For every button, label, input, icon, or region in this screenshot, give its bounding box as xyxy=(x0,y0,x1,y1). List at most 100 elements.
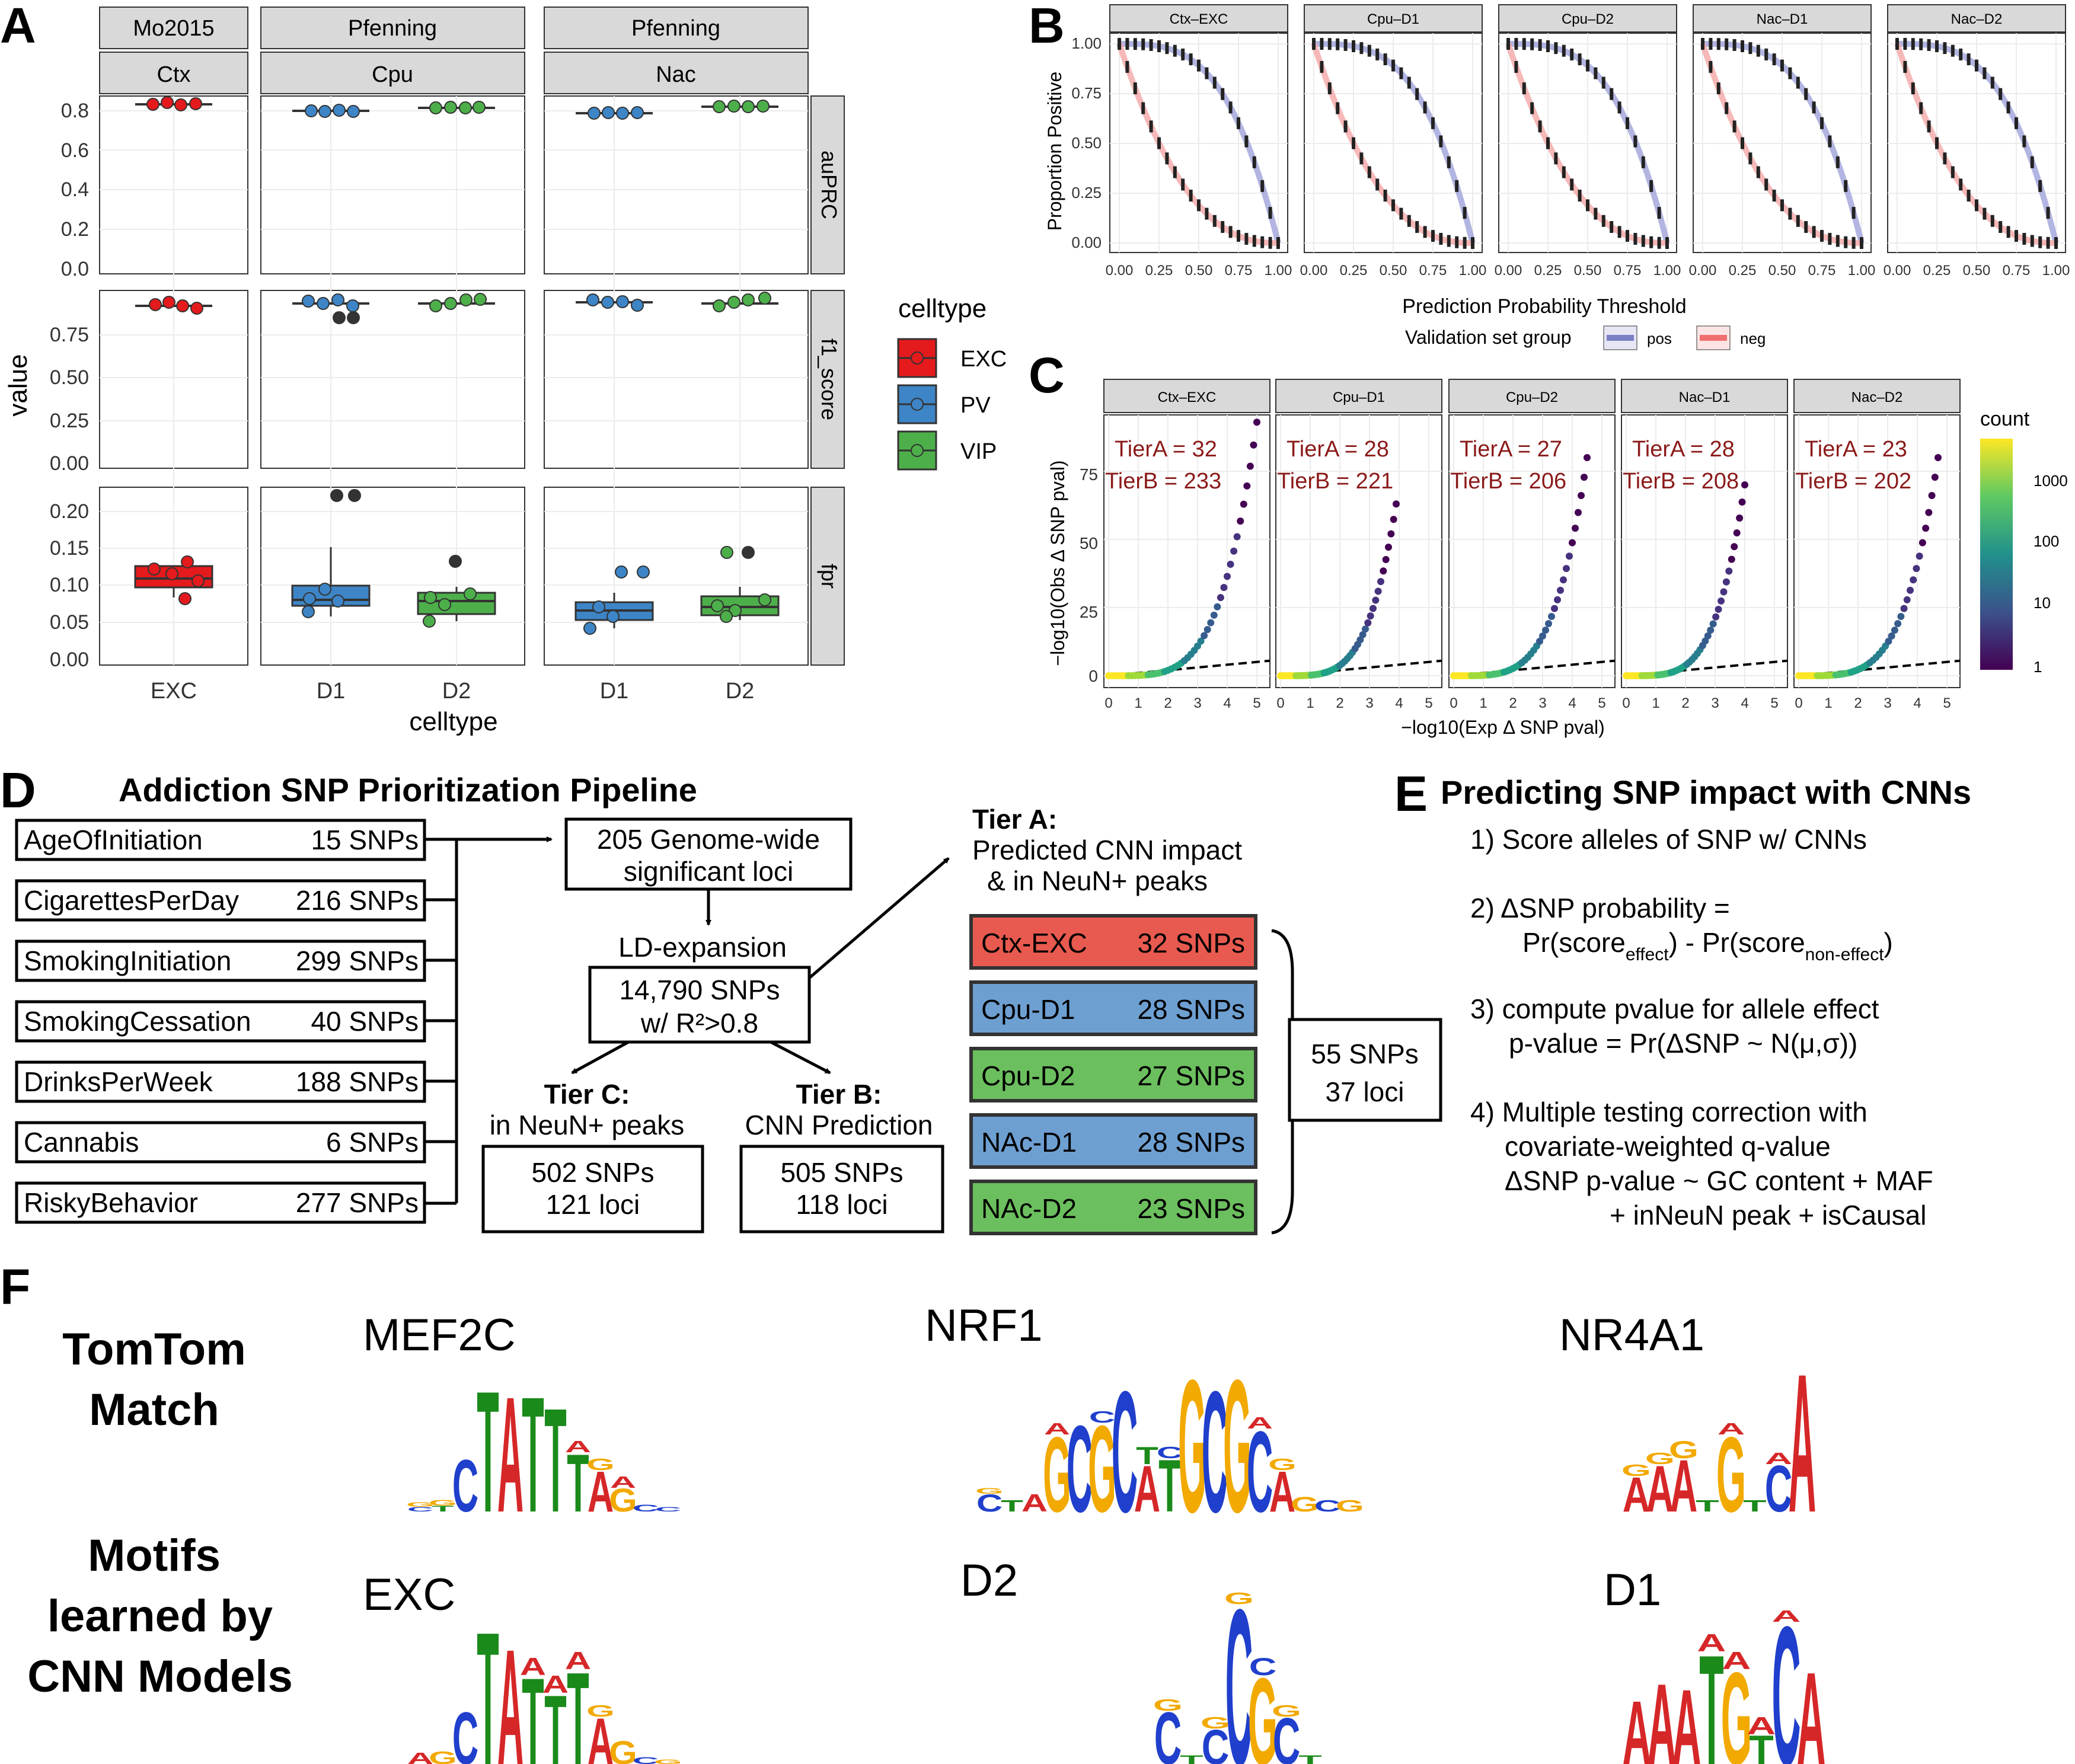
ytick: 0.25 xyxy=(1071,184,1102,202)
strip-fpr: fpr xyxy=(817,564,841,589)
trait-box xyxy=(15,939,426,982)
logo-letter-C: C xyxy=(1249,1653,1277,1680)
logo-letter-C: C xyxy=(1154,1698,1182,1764)
logo-letter-G: G xyxy=(1088,1399,1116,1538)
step-3a: 3) compute pvalue for allele effect xyxy=(1470,993,1879,1024)
xtick: 1.00 xyxy=(1653,263,1681,279)
xtick: 0.25 xyxy=(1729,263,1757,279)
logo-letter-T: T xyxy=(567,1437,589,1529)
xtick: 1 xyxy=(1306,695,1314,711)
qq-point xyxy=(1903,596,1911,603)
xtick: 5 xyxy=(1598,695,1605,711)
qq-point xyxy=(1728,555,1735,563)
logo-letter-G: G xyxy=(1291,1493,1319,1516)
qq-point xyxy=(1907,586,1914,594)
legend-title: celltype xyxy=(898,294,987,323)
step-4b: covariate-weighted q-value xyxy=(1505,1131,1831,1162)
qq-point xyxy=(1551,605,1558,612)
legend-title: Validation set group xyxy=(1405,327,1571,348)
ytick: 0.15 xyxy=(50,537,89,560)
panel-c-ylabel: −log10(Obs Δ SNP pval) xyxy=(1047,460,1068,666)
tierb-title: Tier B: xyxy=(796,1079,882,1110)
logo-letter-T: T xyxy=(1699,1623,1723,1764)
logo-letter-A: A xyxy=(1269,1460,1295,1525)
logo-letter-A: A xyxy=(1772,1607,1801,1625)
qq-point xyxy=(1916,552,1923,560)
step-1: 1) Score alleles of SNP w/ CNNs xyxy=(1470,824,1867,855)
tiera-snps: 28 SNPs xyxy=(1137,1127,1245,1158)
qq-point xyxy=(1387,530,1395,538)
strip-b xyxy=(1304,4,1483,33)
panel-b-label: B xyxy=(1029,0,1065,53)
qq-point xyxy=(1910,576,1917,584)
logo-letter-C: C xyxy=(407,1506,433,1513)
panel-a-row-strips: auPRC f1_score fpr xyxy=(810,95,845,666)
qq-point xyxy=(1578,491,1585,499)
qq-point xyxy=(1888,632,1895,640)
logo-letter-C: C xyxy=(1112,1355,1138,1549)
qq-point xyxy=(1731,543,1738,551)
tiera-desc-2: & in NeuN+ peaks xyxy=(987,865,1208,896)
logo-letter-A: A xyxy=(1797,1644,1826,1764)
logo-letter-A: A xyxy=(1722,1647,1751,1674)
qq-point xyxy=(1707,627,1715,634)
ytick: 0.0 xyxy=(61,258,89,280)
logo-letter-A: A xyxy=(1044,1420,1070,1438)
trait-list: AgeOfInitiation 15 SNPs CigarettesPerDay 21… xyxy=(15,819,426,1224)
ytick: 0.25 xyxy=(50,410,89,432)
qq-point xyxy=(1897,612,1905,620)
tiera-count: TierA = 28 xyxy=(1286,437,1389,462)
logo-letter-A: A xyxy=(588,1705,614,1764)
logo-letter-T: T xyxy=(1749,1727,1773,1764)
logo-letter-A: A xyxy=(1247,1414,1273,1432)
xtick: 0.75 xyxy=(1225,263,1253,279)
qq-point xyxy=(1536,637,1543,645)
qq-point xyxy=(1214,603,1221,611)
ytick: 0.75 xyxy=(50,324,89,346)
xtick: 2 xyxy=(1509,695,1517,711)
xtick: 0 xyxy=(1276,695,1284,711)
qq-point xyxy=(1913,565,1920,573)
row1-label-1: TomTom xyxy=(62,1324,246,1375)
ytick: 0.05 xyxy=(50,611,89,634)
qq-point xyxy=(1900,605,1908,612)
xtick: 4 xyxy=(1395,695,1403,711)
qq-point xyxy=(1250,441,1257,449)
tiera-snps: 32 SNPs xyxy=(1137,928,1245,958)
qq-point xyxy=(1362,625,1369,633)
qq-point xyxy=(1385,544,1392,551)
qq-point xyxy=(1736,514,1744,522)
xtick: D1 xyxy=(600,679,629,704)
qq-point xyxy=(1240,500,1247,508)
logo-letter-T: T xyxy=(1743,1497,1766,1515)
qq-point xyxy=(1934,454,1942,461)
row1-label-2: Match xyxy=(89,1385,219,1435)
strip-label: Cpu–D2 xyxy=(1562,11,1614,27)
ld-box-line2: w/ R²>0.8 xyxy=(640,1008,758,1038)
qq-point xyxy=(1233,533,1241,541)
trait-name: AgeOfInitiation xyxy=(24,825,203,855)
qq-point xyxy=(1207,619,1215,627)
facet-frame xyxy=(1103,414,1270,688)
qq-point xyxy=(1918,539,1926,547)
qq-point xyxy=(1370,605,1377,612)
tiera-total-line1: 55 SNPs xyxy=(1311,1038,1419,1069)
qq-point xyxy=(1704,632,1712,640)
strip-label: Nac–D2 xyxy=(1951,11,2003,27)
motif-name-nrf1: NRF1 xyxy=(925,1300,1042,1351)
strip-label: Nac–D1 xyxy=(1679,389,1731,405)
tiera-box xyxy=(969,914,1257,970)
trait-name: CigarettesPerDay xyxy=(24,885,239,916)
panel-a-xlabel: celltype xyxy=(409,707,497,736)
qq-point xyxy=(1548,612,1555,620)
qq-point xyxy=(1928,491,1936,499)
qq-point xyxy=(1197,637,1205,645)
qq-point xyxy=(1563,565,1570,573)
tiera-count: TierA = 28 xyxy=(1632,437,1735,462)
panel-c-xlabel: −log10(Exp Δ SNP pval) xyxy=(1401,717,1605,738)
legend-neg: neg xyxy=(1740,330,1766,347)
qq-point xyxy=(1581,474,1588,481)
strip-pfenning-2: Pfenning xyxy=(631,16,720,41)
ytick: 0.4 xyxy=(61,178,89,201)
logo-letter-G: G xyxy=(1153,1696,1183,1714)
